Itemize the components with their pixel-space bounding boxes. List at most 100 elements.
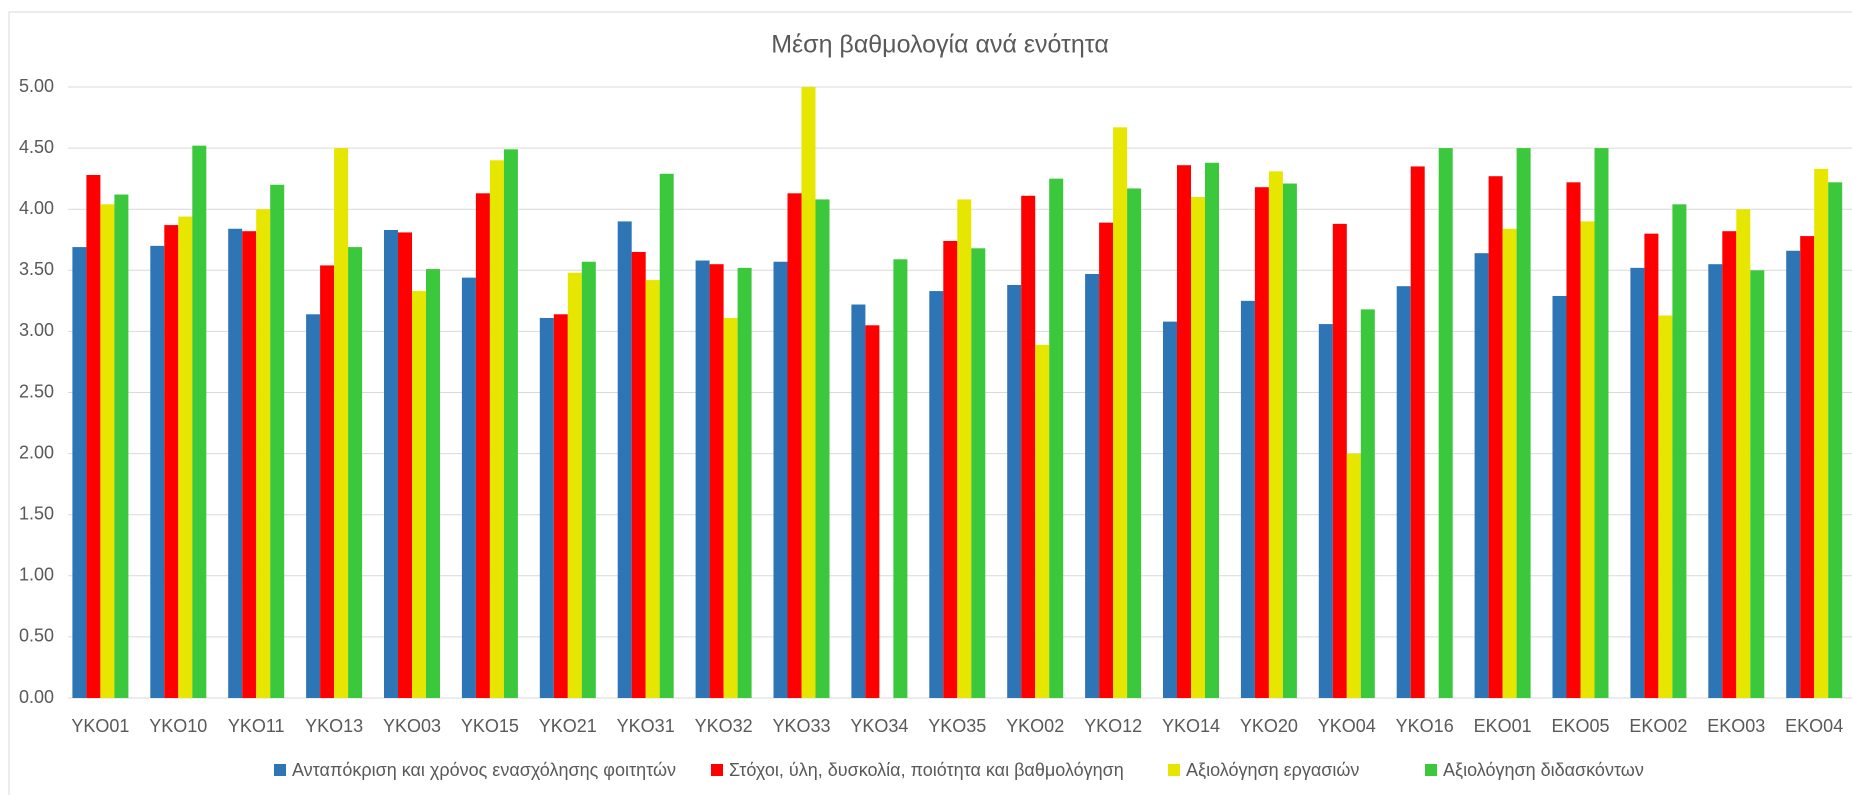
bar [1049, 178, 1064, 698]
bar [1516, 148, 1531, 699]
bar [617, 221, 632, 699]
x-tick-label: YKO13 [305, 716, 363, 736]
bar [1410, 166, 1425, 698]
bar [787, 193, 802, 698]
bar [1346, 453, 1361, 698]
bar [384, 229, 398, 698]
bar [1021, 195, 1036, 698]
bar [1007, 284, 1022, 698]
x-tick-label: YKO15 [461, 716, 519, 736]
x-tick-label: YKO35 [928, 716, 986, 736]
bar [1113, 127, 1128, 699]
bar [659, 173, 674, 699]
x-tick-label: YKO32 [695, 716, 753, 736]
bar [1736, 209, 1751, 698]
x-tick-label: YKO21 [539, 716, 597, 736]
legend-swatch [711, 764, 723, 776]
bar [567, 272, 582, 698]
x-tick-label: YKO20 [1240, 716, 1298, 736]
y-tick-label: 2.50 [19, 381, 54, 401]
bar [1360, 309, 1375, 698]
bar [503, 149, 518, 698]
bar [737, 267, 752, 698]
bar [475, 193, 490, 698]
x-tick-label: EKO03 [1707, 716, 1765, 736]
bar [631, 251, 646, 698]
y-tick-label: 0.50 [19, 626, 54, 646]
bar [412, 291, 426, 698]
bar [1722, 231, 1737, 699]
bar [1474, 253, 1489, 698]
x-tick-label: YKO34 [850, 716, 908, 736]
bar [929, 291, 944, 698]
x-tick-label: YKO04 [1318, 716, 1376, 736]
bar [242, 231, 257, 699]
bar [709, 264, 724, 698]
y-tick-label: 0.00 [19, 687, 54, 707]
bar [971, 248, 986, 698]
bar [72, 247, 87, 698]
bar [1127, 188, 1142, 698]
x-tick-label: YKO33 [772, 716, 830, 736]
bar [1191, 196, 1205, 699]
chart-title: Μέση βαθμολογία ανά ενότητα [771, 31, 1109, 59]
bar [114, 194, 129, 698]
bar [851, 304, 866, 698]
x-tick-label: EKO02 [1629, 716, 1687, 736]
bar [1814, 168, 1829, 698]
bar [164, 225, 179, 698]
x-tick-label: EKO01 [1474, 716, 1532, 736]
bar [943, 240, 958, 699]
bar [1099, 222, 1114, 698]
bar [334, 148, 349, 699]
legend-label: Αξιολόγηση εργασιών [1186, 760, 1359, 780]
bar [1594, 148, 1609, 699]
x-tick-label: YKO31 [617, 716, 675, 736]
y-tick-label: 3.00 [19, 320, 54, 340]
bar [1085, 273, 1100, 698]
bar [270, 184, 285, 698]
bar [1630, 267, 1645, 698]
y-tick-label: 1.50 [19, 503, 54, 523]
bar [1786, 250, 1801, 699]
x-tick-label: EKO05 [1551, 716, 1609, 736]
bar [228, 228, 243, 698]
x-tick-label: YKO01 [71, 716, 129, 736]
bar [348, 247, 363, 698]
bar [1268, 171, 1283, 698]
bar [86, 174, 101, 698]
legend-swatch [1425, 764, 1437, 776]
x-tick-label: YKO16 [1396, 716, 1454, 736]
legend-label: Στόχοι, ύλη, δυσκολία, ποιότητα και βαθμ… [729, 760, 1124, 780]
bar [581, 261, 596, 698]
legend-label: Ανταπόκριση και χρόνος ενασχόλησης φοιτη… [292, 760, 676, 780]
bar [426, 269, 440, 698]
x-tick-label: YKO12 [1084, 716, 1142, 736]
bar [306, 314, 321, 698]
bar [1282, 183, 1297, 699]
x-tick-label: EKO04 [1785, 716, 1843, 736]
bar [1672, 204, 1687, 698]
bar [893, 259, 908, 698]
y-tick-label: 3.50 [19, 259, 54, 279]
bar [1750, 270, 1765, 698]
x-tick-label: YKO14 [1162, 716, 1220, 736]
x-tick-label: YKO10 [149, 716, 207, 736]
bar [957, 199, 972, 698]
bar [1318, 324, 1333, 698]
bar [489, 160, 504, 698]
bar [1800, 236, 1815, 699]
bar [100, 204, 115, 698]
bar [1205, 162, 1219, 698]
bar [398, 232, 412, 698]
bar [461, 277, 476, 698]
x-tick-label: YKO11 [228, 716, 285, 736]
bar [553, 314, 568, 698]
bar [1163, 321, 1177, 698]
bar [1580, 221, 1595, 699]
bar [1254, 187, 1269, 699]
bar [1502, 228, 1517, 698]
bar [1240, 300, 1255, 698]
bar [539, 317, 554, 698]
